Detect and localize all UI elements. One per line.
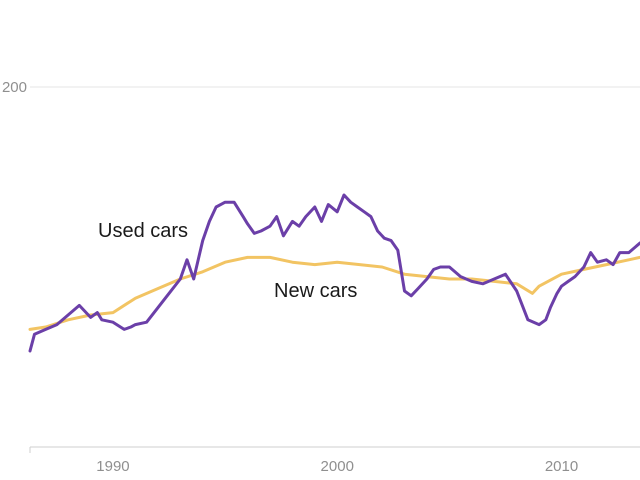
x-tick-label: 1990 — [96, 458, 129, 475]
x-ticks: 1990 2000 2010 — [29, 447, 578, 475]
y-tick-label: 200 — [2, 79, 27, 96]
used-cars-line — [28, 193, 640, 353]
x-tick-label: 2010 — [545, 458, 578, 475]
used-cars-label: Used cars — [98, 220, 188, 242]
x-tick-label: 2000 — [321, 458, 354, 475]
new-cars-line — [28, 255, 640, 331]
y-ticks: 200 — [2, 79, 27, 96]
new-cars-label: New cars — [274, 280, 357, 302]
